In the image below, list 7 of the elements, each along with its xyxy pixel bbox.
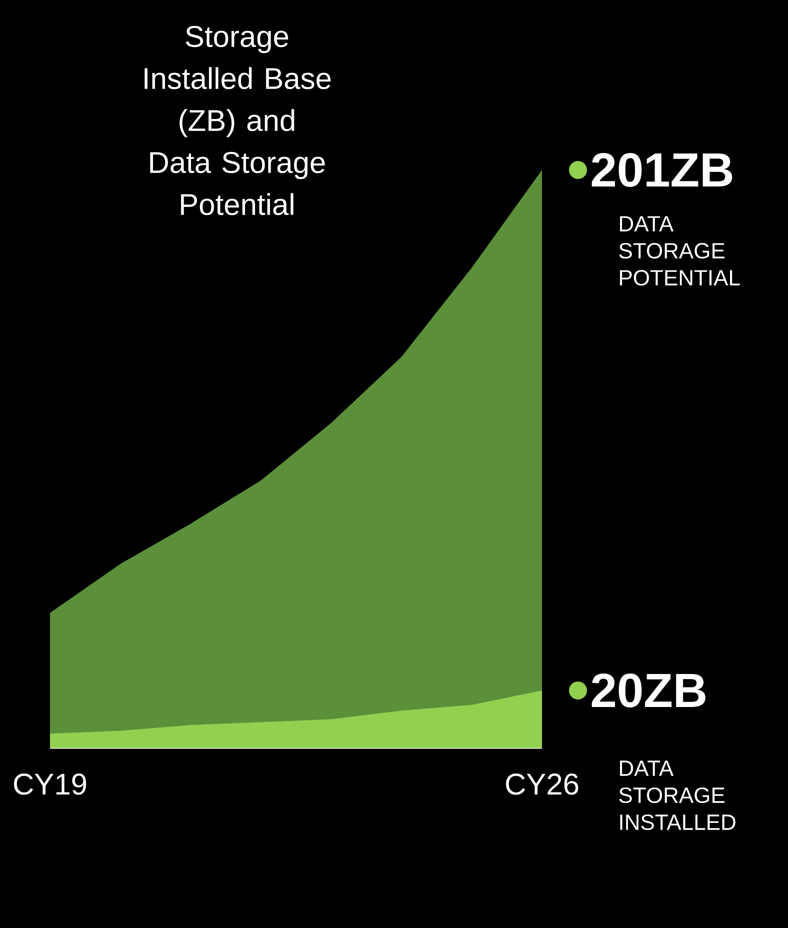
- chart-title: Storage Installed Base (ZB) and Data Storage Potential: [144, 26, 331, 216]
- text: DATA STORAGE INSTALLED: [619, 760, 736, 830]
- x-tick-label: CY19: [14, 774, 86, 795]
- data-label: 20ZB: [592, 673, 706, 708]
- text: DATA STORAGE POTENTIAL: [619, 216, 740, 286]
- data-label: 201ZB: [592, 153, 732, 187]
- x-tick-label: CY26: [506, 774, 578, 795]
